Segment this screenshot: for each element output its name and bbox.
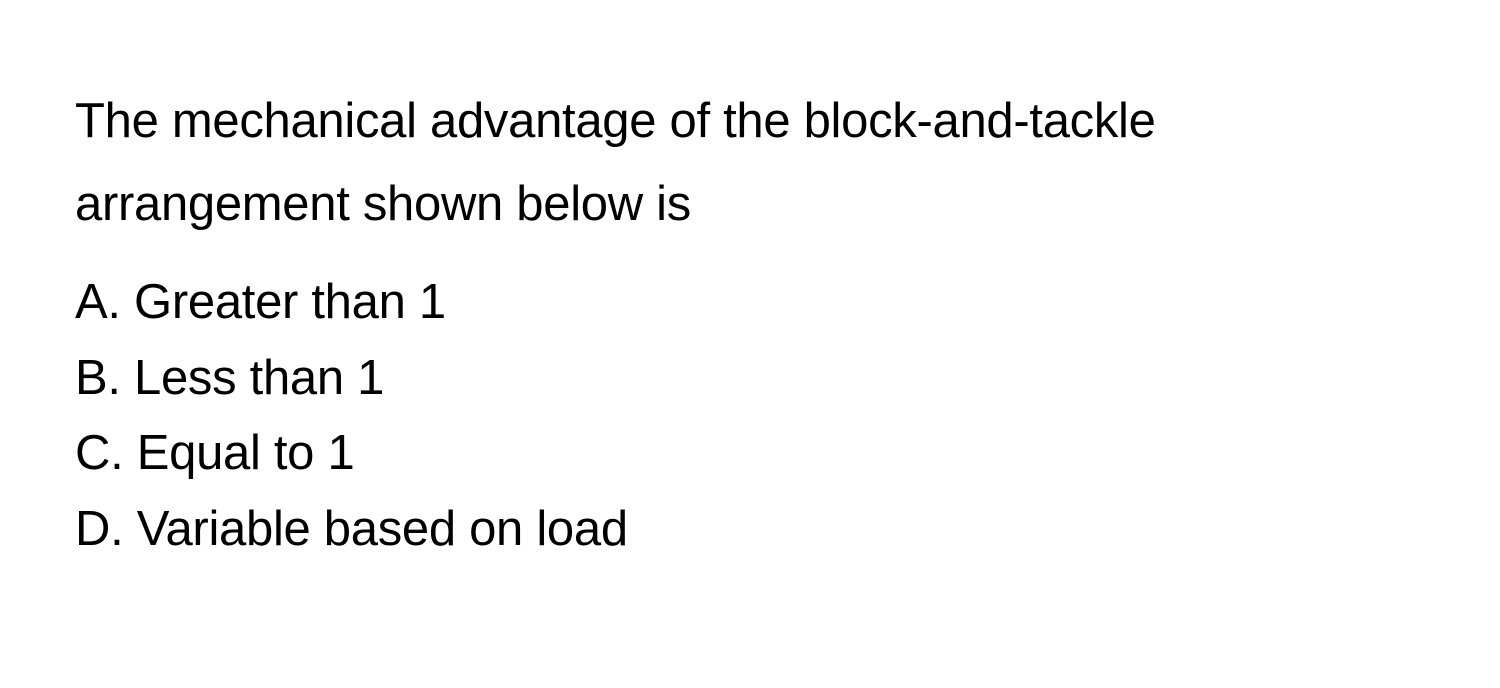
- option-c-text: Equal to 1: [137, 426, 355, 480]
- option-a-text: Greater than 1: [134, 275, 446, 329]
- option-d-letter: D: [75, 502, 110, 556]
- option-b-letter: B: [75, 351, 107, 405]
- option-d: D. Variable based on load: [75, 492, 1425, 568]
- option-c-separator: .: [110, 426, 137, 480]
- question-container: The mechanical advantage of the block-an…: [75, 80, 1425, 568]
- option-d-separator: .: [110, 502, 137, 556]
- option-c-letter: C: [75, 426, 110, 480]
- option-a-separator: .: [107, 275, 134, 329]
- option-d-text: Variable based on load: [137, 502, 628, 556]
- option-b: B. Less than 1: [75, 341, 1425, 417]
- option-c: C. Equal to 1: [75, 416, 1425, 492]
- option-b-text: Less than 1: [134, 351, 384, 405]
- question-text: The mechanical advantage of the block-an…: [75, 80, 1425, 247]
- option-b-separator: .: [107, 351, 134, 405]
- option-a: A. Greater than 1: [75, 265, 1425, 341]
- option-a-letter: A: [75, 275, 107, 329]
